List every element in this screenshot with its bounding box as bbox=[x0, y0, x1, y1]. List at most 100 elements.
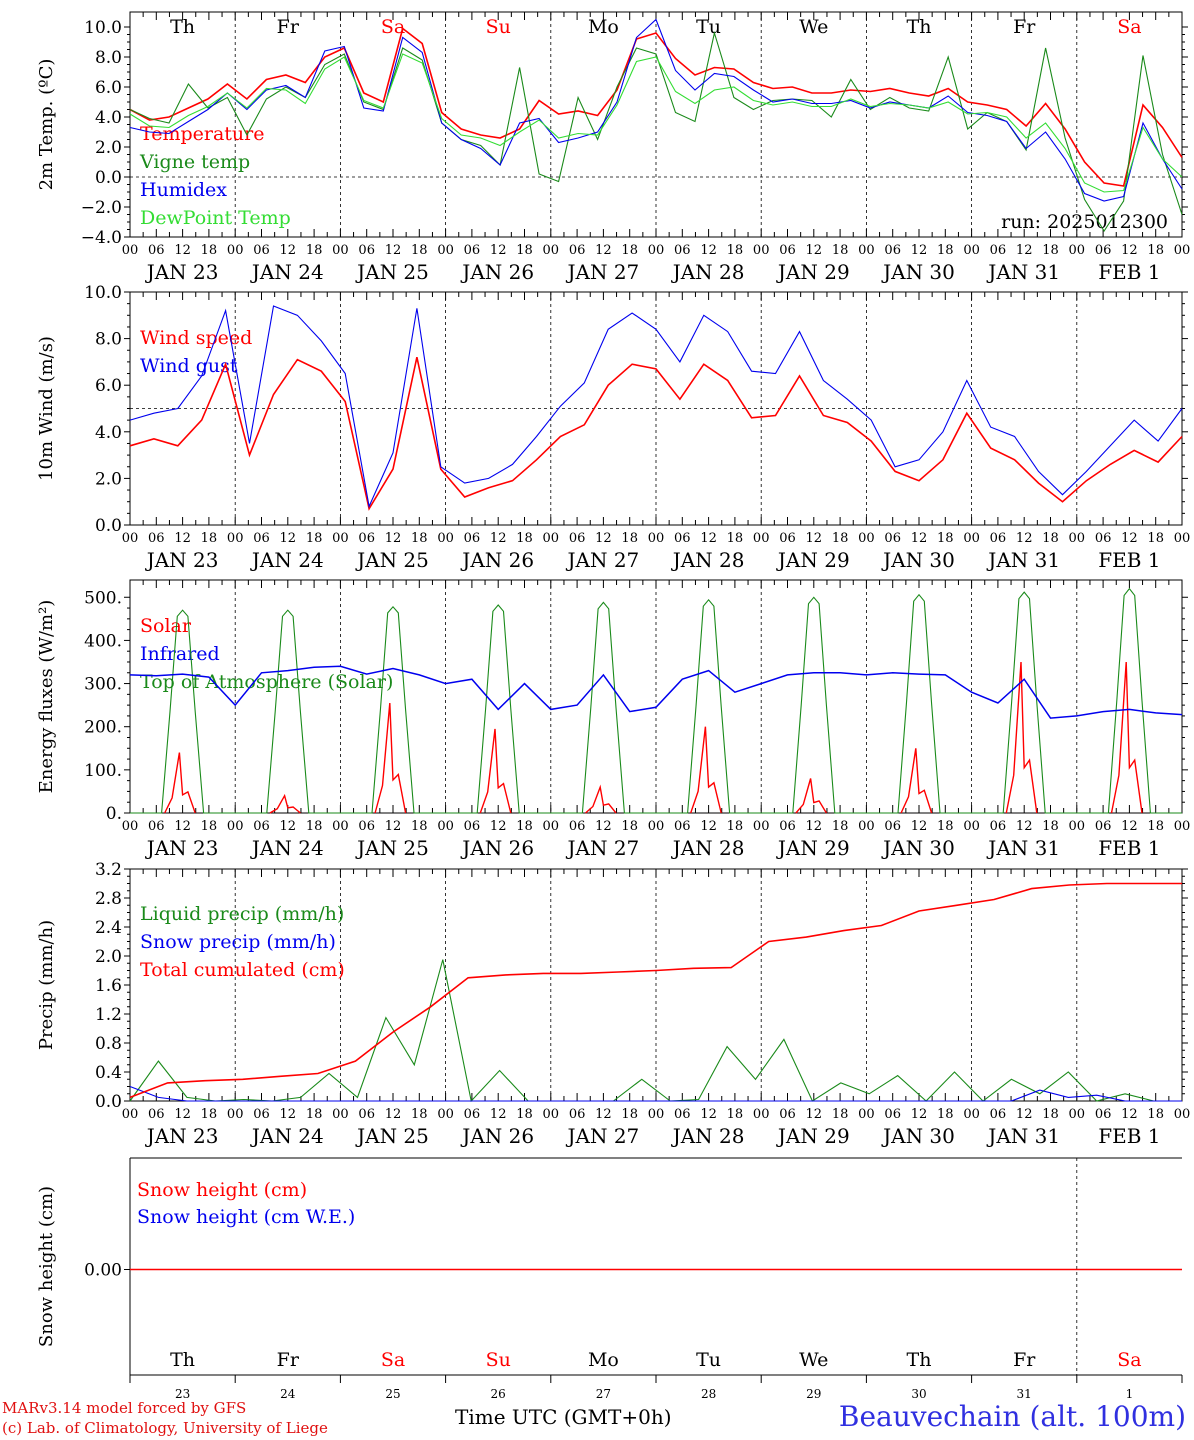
hour-label: 00 bbox=[1174, 819, 1191, 834]
y-tick-label: 2.0 bbox=[95, 138, 122, 158]
y-tick-label: 500. bbox=[84, 588, 122, 608]
lab-line: (c) Lab. of Climatology, University of L… bbox=[2, 1419, 328, 1437]
date-label: JAN 26 bbox=[460, 1124, 534, 1148]
hour-label: 18 bbox=[516, 243, 533, 258]
hour-label: 06 bbox=[148, 243, 165, 258]
hour-label: 06 bbox=[569, 531, 586, 546]
hour-label: 00 bbox=[963, 243, 980, 258]
date-label: JAN 25 bbox=[355, 260, 429, 284]
hour-label: 12 bbox=[280, 531, 297, 546]
hour-label: 00 bbox=[753, 531, 770, 546]
series-line-solar bbox=[479, 728, 512, 814]
legend-entry: Snow height (cm W.E.) bbox=[137, 1206, 355, 1228]
hour-label: 12 bbox=[385, 819, 402, 834]
hour-label: 12 bbox=[1121, 531, 1138, 546]
hour-label: 00 bbox=[1069, 531, 1086, 546]
y-tick-label: 3.2 bbox=[95, 860, 122, 880]
y-tick-label: 6.0 bbox=[95, 78, 122, 98]
hour-label: 12 bbox=[911, 531, 928, 546]
series-line-solar bbox=[585, 784, 617, 814]
date-label: FEB 1 bbox=[1098, 548, 1160, 572]
day-number: 24 bbox=[280, 1387, 296, 1401]
hour-label: 12 bbox=[911, 243, 928, 258]
hour-label: 06 bbox=[674, 243, 691, 258]
series-line-toa-solar bbox=[550, 601, 656, 814]
hour-label: 06 bbox=[779, 819, 796, 834]
hour-label: 06 bbox=[569, 243, 586, 258]
hour-label: 06 bbox=[674, 819, 691, 834]
legend-entry: Humidex bbox=[140, 179, 227, 201]
hour-label: 00 bbox=[858, 1107, 875, 1122]
series-line-toa-solar bbox=[656, 598, 762, 814]
hour-label: 18 bbox=[937, 531, 954, 546]
date-label: JAN 23 bbox=[145, 836, 219, 860]
date-label: JAN 27 bbox=[566, 260, 640, 284]
hour-label: 00 bbox=[648, 243, 665, 258]
hour-label: 18 bbox=[621, 1107, 638, 1122]
hour-label: 18 bbox=[727, 819, 744, 834]
series-line-total-cumulated-cm- bbox=[129, 882, 1182, 1099]
y-tick-label: 0.0 bbox=[95, 516, 122, 536]
model-credit: MARv3.14 model forced by GFS (c) Lab. of… bbox=[2, 1398, 328, 1438]
series-line-infrared bbox=[129, 665, 1183, 719]
hour-label: 12 bbox=[280, 243, 297, 258]
y-tick-label: 2.4 bbox=[95, 918, 122, 938]
hour-label: 12 bbox=[385, 243, 402, 258]
hour-label: 12 bbox=[806, 1107, 823, 1122]
hour-label: 00 bbox=[963, 1107, 980, 1122]
hour-label: 06 bbox=[358, 531, 375, 546]
weekday-label: Th bbox=[170, 16, 195, 38]
hour-label: 18 bbox=[937, 1107, 954, 1122]
date-label: JAN 31 bbox=[986, 548, 1060, 572]
date-label: JAN 23 bbox=[145, 548, 219, 572]
legend-entry: Wind speed bbox=[140, 327, 252, 349]
date-label: JAN 28 bbox=[671, 260, 745, 284]
hour-label: 12 bbox=[490, 531, 507, 546]
hour-label: 06 bbox=[464, 1107, 481, 1122]
hour-label: 06 bbox=[884, 1107, 901, 1122]
hour-label: 06 bbox=[148, 1107, 165, 1122]
hour-label: 06 bbox=[674, 1107, 691, 1122]
hour-label: 12 bbox=[385, 1107, 402, 1122]
y-tick-label: 0.0 bbox=[95, 1092, 122, 1112]
run-annotation: run: 2025012300 bbox=[1001, 211, 1168, 233]
y-tick-label: 300. bbox=[84, 675, 122, 695]
weekday-label: Su bbox=[486, 1349, 511, 1371]
y-tick-label: 0.4 bbox=[95, 1063, 122, 1083]
y-tick-label: 2.0 bbox=[95, 947, 122, 967]
series-line-toa-solar bbox=[1076, 587, 1182, 814]
hour-label: 00 bbox=[1069, 1107, 1086, 1122]
legend-entry: Vigne temp bbox=[139, 151, 250, 173]
hour-label: 00 bbox=[543, 1107, 560, 1122]
y-tick-label: 200. bbox=[84, 718, 122, 738]
date-label: JAN 27 bbox=[566, 836, 640, 860]
date-label: JAN 31 bbox=[986, 1124, 1060, 1148]
hour-label: 00 bbox=[122, 1107, 139, 1122]
date-label: JAN 28 bbox=[671, 836, 745, 860]
legend-entry: Total cumulated (cm) bbox=[140, 959, 345, 981]
hour-label: 00 bbox=[963, 531, 980, 546]
day-number: 28 bbox=[701, 1387, 716, 1401]
date-label: JAN 23 bbox=[145, 260, 219, 284]
hour-label: 18 bbox=[727, 243, 744, 258]
y-tick-label: 2.8 bbox=[95, 889, 122, 909]
date-label: JAN 25 bbox=[355, 836, 429, 860]
hour-label: 18 bbox=[832, 819, 849, 834]
hour-label: 06 bbox=[1095, 1107, 1112, 1122]
hour-label: 18 bbox=[306, 819, 323, 834]
date-label: JAN 26 bbox=[460, 548, 534, 572]
series-line-dewpoint-temp bbox=[129, 53, 1183, 193]
hour-label: 00 bbox=[1069, 243, 1086, 258]
weekday-label: Tu bbox=[696, 16, 721, 38]
hour-label: 06 bbox=[358, 243, 375, 258]
hour-label: 06 bbox=[1095, 531, 1112, 546]
hour-label: 18 bbox=[201, 1107, 218, 1122]
hour-label: 12 bbox=[174, 1107, 191, 1122]
hour-label: 18 bbox=[937, 243, 954, 258]
hour-label: 06 bbox=[253, 243, 270, 258]
hour-label: 06 bbox=[990, 819, 1007, 834]
hour-label: 12 bbox=[174, 819, 191, 834]
hour-label: 12 bbox=[280, 819, 297, 834]
date-label: JAN 27 bbox=[566, 1124, 640, 1148]
series-line-solar bbox=[795, 778, 827, 814]
